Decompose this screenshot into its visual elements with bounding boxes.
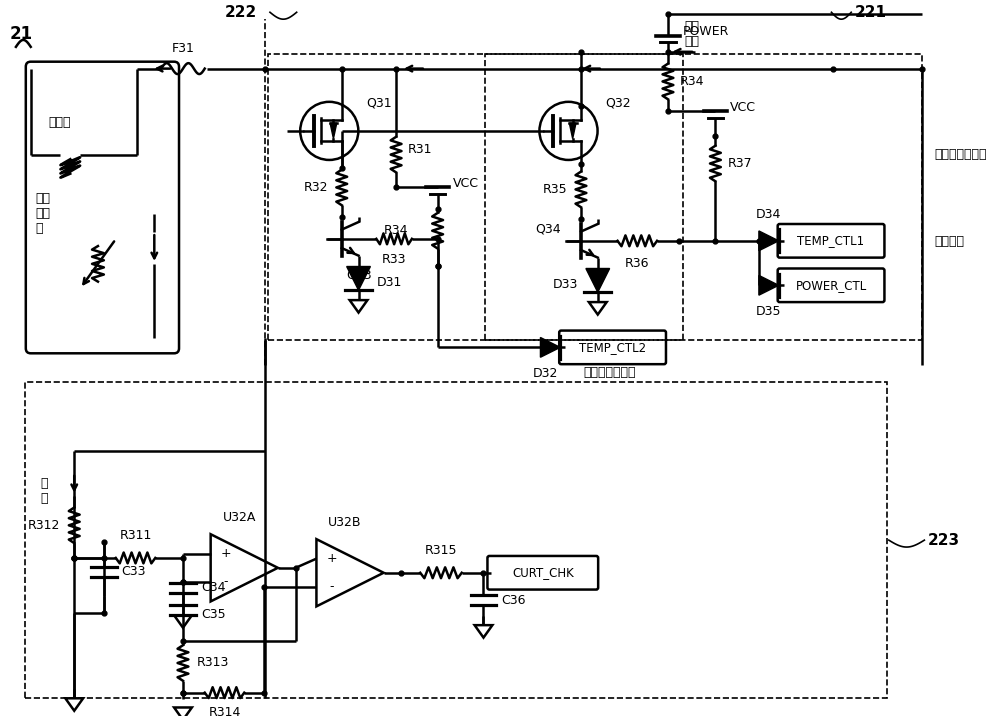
Text: 电
流: 电 流	[41, 476, 48, 505]
Polygon shape	[759, 231, 779, 251]
Text: R34: R34	[383, 224, 408, 237]
Text: R313: R313	[197, 656, 229, 669]
Polygon shape	[540, 338, 560, 357]
Text: 第二级硬件保护: 第二级硬件保护	[583, 366, 636, 379]
Text: D33: D33	[553, 278, 578, 291]
Text: R35: R35	[542, 183, 567, 196]
Text: POWER_CTL: POWER_CTL	[795, 279, 867, 292]
Polygon shape	[586, 268, 610, 292]
Text: C34: C34	[201, 581, 225, 594]
Text: 温度
传感
器: 温度 传感 器	[36, 192, 51, 235]
Polygon shape	[330, 123, 337, 139]
Text: +: +	[220, 547, 231, 560]
Text: C35: C35	[201, 608, 225, 621]
Text: TEMP_CTL1: TEMP_CTL1	[797, 234, 865, 247]
Text: VCC: VCC	[452, 177, 478, 189]
Text: D31: D31	[376, 276, 402, 288]
Text: U32B: U32B	[328, 516, 362, 529]
Text: R315: R315	[425, 544, 457, 557]
Text: Q32: Q32	[605, 97, 631, 110]
Text: POWER: POWER	[683, 25, 729, 38]
Text: R32: R32	[303, 181, 328, 194]
Text: 21: 21	[10, 25, 33, 43]
Text: 驱动
电流: 驱动 电流	[685, 20, 700, 48]
Text: 223: 223	[927, 533, 959, 547]
Text: TEMP_CTL2: TEMP_CTL2	[579, 341, 646, 354]
Text: R33: R33	[382, 252, 406, 265]
Text: R36: R36	[625, 257, 650, 270]
Text: 软件控制: 软件控制	[934, 235, 964, 248]
Text: Q33: Q33	[347, 268, 372, 281]
Polygon shape	[759, 275, 779, 295]
Text: Q34: Q34	[536, 223, 561, 236]
Text: F31: F31	[172, 42, 194, 55]
Text: 发热丝: 发热丝	[49, 116, 71, 129]
Text: R37: R37	[727, 157, 752, 170]
Polygon shape	[569, 123, 576, 139]
Text: 第一级硬件保护: 第一级硬件保护	[934, 148, 987, 161]
Text: CURT_CHK: CURT_CHK	[512, 566, 574, 579]
Text: 221: 221	[855, 5, 887, 20]
Text: R34: R34	[680, 75, 704, 88]
Text: -: -	[224, 576, 228, 589]
Text: VCC: VCC	[730, 100, 756, 114]
Text: R31: R31	[408, 143, 432, 156]
Text: +: +	[326, 552, 337, 565]
Polygon shape	[347, 267, 370, 290]
Text: -: -	[329, 581, 334, 594]
Text: R311: R311	[119, 529, 152, 542]
Text: D34: D34	[756, 208, 781, 221]
Text: D32: D32	[533, 367, 558, 380]
Text: C36: C36	[501, 594, 526, 607]
Text: 222: 222	[225, 5, 257, 20]
Text: Q31: Q31	[366, 97, 392, 110]
Text: C33: C33	[122, 565, 146, 578]
Text: U32A: U32A	[223, 511, 256, 524]
Text: D35: D35	[756, 305, 782, 318]
Text: R314: R314	[208, 706, 241, 719]
Text: R312: R312	[28, 519, 60, 532]
